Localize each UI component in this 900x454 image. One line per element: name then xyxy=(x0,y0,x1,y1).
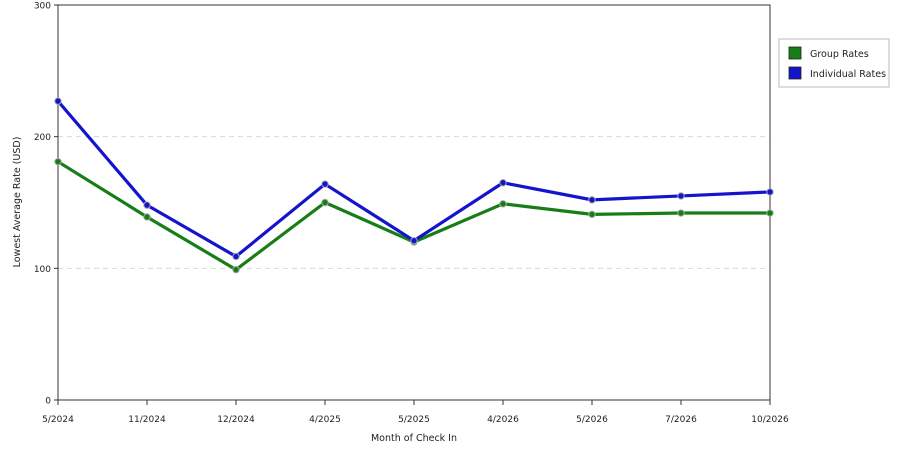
x-tick-label: 5/2026 xyxy=(576,415,608,425)
x-axis-title: Month of Check In xyxy=(371,433,457,444)
y-axis-title: Lowest Average Rate (USD) xyxy=(12,137,23,268)
axes-layer: 0 100 200 300 5/2024 11/2024 12/2024 4/2025 5/20… xyxy=(34,2,789,426)
data-point-group-rates xyxy=(54,157,62,166)
data-point-individual-rates xyxy=(54,97,62,105)
data-point-group-rates xyxy=(588,210,596,219)
data-point-individual-rates xyxy=(499,179,507,187)
y-tick-label: 200 xyxy=(34,133,51,143)
x-tick-label: 4/2026 xyxy=(487,415,519,425)
legend: Group Rates Individual Rates xyxy=(778,38,890,88)
y-tick-label: 300 xyxy=(34,2,51,12)
data-point-group-rates xyxy=(232,265,240,274)
data-point-group-rates xyxy=(677,209,685,217)
data-point-individual-rates xyxy=(232,252,240,261)
y-tick-label: 100 xyxy=(34,265,51,275)
data-point-group-rates xyxy=(766,209,774,217)
series-layer xyxy=(54,97,774,274)
data-point-individual-rates xyxy=(677,192,685,200)
x-tick-label: 7/2026 xyxy=(665,415,697,425)
y-tick-label: 0 xyxy=(45,397,51,407)
grid-layer xyxy=(58,136,770,269)
legend-label-individual-rates: Individual Rates xyxy=(810,69,886,80)
data-point-individual-rates xyxy=(410,236,418,245)
x-tick-label: 5/2024 xyxy=(42,415,74,425)
data-point-individual-rates xyxy=(766,188,774,196)
series-line-individual-rates xyxy=(56,99,772,259)
data-point-individual-rates xyxy=(143,201,151,209)
x-tick-label: 11/2024 xyxy=(128,415,166,425)
data-point-individual-rates xyxy=(588,196,596,204)
x-tick-label: 5/2025 xyxy=(398,415,430,425)
data-point-group-rates xyxy=(499,200,507,208)
legend-label-group-rates: Group Rates xyxy=(810,49,869,60)
plot-frame xyxy=(57,4,771,401)
data-point-group-rates xyxy=(321,198,329,207)
legend-swatch-individual-rates xyxy=(788,66,802,80)
x-tick-label: 12/2024 xyxy=(217,415,255,425)
x-tick-label: 10/2026 xyxy=(751,415,789,425)
legend-swatch-group-rates xyxy=(788,46,802,60)
data-point-individual-rates xyxy=(321,180,329,188)
data-point-group-rates xyxy=(143,213,151,221)
x-tick-label: 4/2025 xyxy=(309,415,341,425)
